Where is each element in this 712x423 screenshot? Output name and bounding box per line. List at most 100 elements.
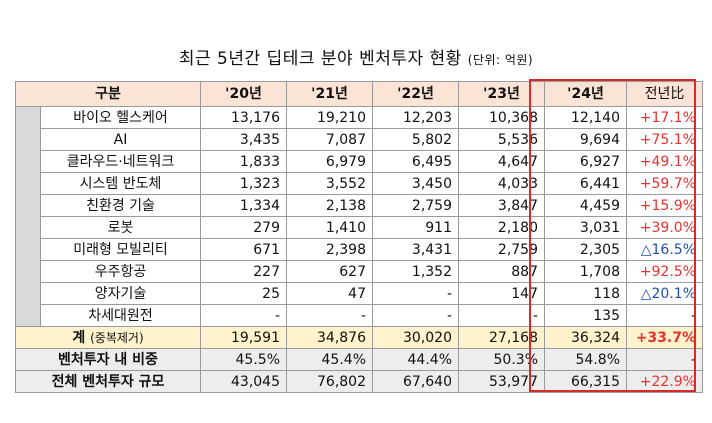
value-cell: 12,203 — [372, 106, 459, 129]
value-cell: 1,352 — [372, 260, 459, 283]
value-cell: 2,138 — [286, 194, 373, 217]
value-cell: 2,759 — [372, 194, 459, 217]
value-cell: 911 — [372, 216, 459, 239]
value-cell: 43,045 — [200, 370, 287, 393]
value-cell: 76,802 — [286, 370, 373, 393]
yoy-cell: △20.1% — [626, 282, 703, 305]
yoy-cell: △16.5% — [626, 238, 703, 261]
yoy-cell: +75.1% — [626, 128, 703, 151]
value-cell: 887 — [458, 260, 545, 283]
yoy-cell: +15.9% — [626, 194, 703, 217]
value-cell: - — [372, 304, 459, 327]
value-cell: - — [372, 282, 459, 305]
value-cell: 45.4% — [286, 348, 373, 371]
value-cell: 147 — [458, 282, 545, 305]
value-cell: 627 — [286, 260, 373, 283]
table-row: 시스템 반도체 1,323 3,552 3,450 4,033 6,441 +59.7% — [16, 172, 703, 195]
value-cell: 50.3% — [458, 348, 545, 371]
header-yoy: 전년比 — [626, 81, 703, 107]
value-cell: 67,640 — [372, 370, 459, 393]
value-cell: 3,431 — [372, 238, 459, 261]
value-cell: 3,031 — [544, 216, 627, 239]
value-cell: 53,977 — [458, 370, 545, 393]
value-cell: 19,591 — [200, 326, 287, 349]
value-cell: - — [286, 304, 373, 327]
value-cell: 4,459 — [544, 194, 627, 217]
yoy-cell: - — [626, 304, 703, 327]
value-cell: 34,876 — [286, 326, 373, 349]
header-year: '21년 — [286, 81, 373, 107]
table-row: 로봇 279 1,410 911 2,180 3,031 +39.0% — [16, 216, 703, 239]
table-row: 친환경 기술 1,334 2,138 2,759 3,847 4,459 +15.9% — [16, 194, 703, 217]
table-row: AI 3,435 7,087 5,802 5,536 9,694 +75.1% — [16, 128, 703, 151]
row-category: 친환경 기술 — [40, 194, 201, 217]
value-cell: 135 — [544, 304, 627, 327]
header-category: 구분 — [15, 81, 201, 107]
value-cell: 3,552 — [286, 172, 373, 195]
value-cell: 66,315 — [544, 370, 627, 393]
yoy-cell: +22.9% — [626, 370, 703, 393]
value-cell: 6,441 — [544, 172, 627, 195]
value-cell: 279 — [200, 216, 287, 239]
value-cell: 25 — [200, 282, 287, 305]
value-cell: 1,323 — [200, 172, 287, 195]
value-cell: 10,368 — [458, 106, 545, 129]
value-cell: 671 — [200, 238, 287, 261]
row-category: 바이오 헬스케어 — [40, 106, 201, 129]
value-cell: 1,708 — [544, 260, 627, 283]
total-label: 계 (중복제거) — [15, 326, 201, 349]
title-text: 최근 5년간 딥테크 분야 벤처투자 현황 — [178, 49, 462, 69]
header-year: '23년 — [458, 81, 545, 107]
value-cell: 47 — [286, 282, 373, 305]
header-year: '22년 — [372, 81, 459, 107]
value-cell: 5,536 — [458, 128, 545, 151]
yoy-cell: +59.7% — [626, 172, 703, 195]
table-row: 우주항공 227 627 1,352 887 1,708 +92.5% — [16, 260, 703, 283]
value-cell: 227 — [200, 260, 287, 283]
value-cell: 30,020 — [372, 326, 459, 349]
yoy-cell: +92.5% — [626, 260, 703, 283]
unit-label: (단위: 억원) — [467, 53, 534, 67]
table-row: 미래형 모빌리티 671 2,398 3,431 2,759 2,305 △16.5% — [16, 238, 703, 261]
total-label-text: 계 — [72, 329, 86, 346]
value-cell: 45.5% — [200, 348, 287, 371]
value-cell: - — [200, 304, 287, 327]
value-cell: 13,176 — [200, 106, 287, 129]
page-title: 최근 5년간 딥테크 분야 벤처투자 현황 (단위: 억원) — [0, 44, 712, 69]
share-row: 벤처투자 내 비중 45.5% 45.4% 44.4% 50.3% 54.8% - — [15, 348, 703, 371]
yoy-cell: +33.7% — [626, 326, 703, 349]
value-cell: 3,847 — [458, 194, 545, 217]
value-cell: 2,305 — [544, 238, 627, 261]
value-cell: 12,140 — [544, 106, 627, 129]
row-category: AI — [40, 128, 201, 151]
row-category: 차세대원전 — [40, 304, 201, 327]
yoy-cell: +17.1% — [626, 106, 703, 129]
share-label: 벤처투자 내 비중 — [15, 348, 201, 371]
table-row: 양자기술 25 47-147 118 △20.1% — [16, 282, 703, 305]
row-category: 로봇 — [40, 216, 201, 239]
total-label-sub: (중복제거) — [90, 330, 144, 345]
value-cell: 36,324 — [544, 326, 627, 349]
value-cell: 2,759 — [458, 238, 545, 261]
table-row: 클라우드·네트워크 1,833 6,979 6,495 4,647 6,927 +49.1% — [16, 150, 703, 173]
value-cell: 3,435 — [200, 128, 287, 151]
table-row: 바이오 헬스케어 13,176 19,210 12,203 10,368 12,140 +1… — [15, 106, 703, 327]
yoy-cell: +49.1% — [626, 150, 703, 173]
value-cell: 4,033 — [458, 172, 545, 195]
header-year: '20년 — [200, 81, 287, 107]
value-cell: 7,087 — [286, 128, 373, 151]
row-category: 미래형 모빌리티 — [40, 238, 201, 261]
value-cell: 1,410 — [286, 216, 373, 239]
value-cell: 54.8% — [544, 348, 627, 371]
yoy-cell: +39.0% — [626, 216, 703, 239]
total-row: 계 (중복제거) 19,591 34,876 30,020 27,168 36,324 +3… — [15, 326, 703, 349]
row-category: 시스템 반도체 — [40, 172, 201, 195]
value-cell: 6,927 — [544, 150, 627, 173]
value-cell: 1,334 — [200, 194, 287, 217]
value-cell: 118 — [544, 282, 627, 305]
row-category: 양자기술 — [40, 282, 201, 305]
value-cell: 3,450 — [372, 172, 459, 195]
header-row: 구분 '20년 '21년 '22년 '23년 '24년 전년比 — [15, 81, 703, 107]
value-cell: 6,979 — [286, 150, 373, 173]
table-row: 차세대원전 - - - -135- — [16, 304, 703, 327]
